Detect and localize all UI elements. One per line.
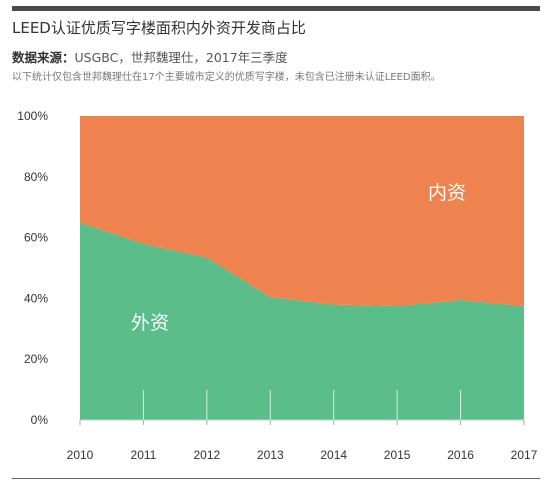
x-tick-label: 2013 [257, 448, 284, 462]
x-tick-label: 2017 [511, 448, 538, 462]
area-layer [80, 116, 524, 420]
x-tick-labels: 2010 2011 2012 2013 2014 2015 2016 2017 [67, 448, 538, 462]
series-labels: 外资 内资 [131, 182, 466, 334]
bottom-rule [12, 478, 540, 479]
x-tick-label: 2016 [447, 448, 474, 462]
source-label: 数据来源： [12, 50, 75, 65]
y-tick-label: 0% [31, 413, 49, 427]
series-label-1: 内资 [428, 182, 466, 204]
chart-note: 以下统计仅包含世邦魏理仕在17个主要城市定义的优质写字楼，未包含已注册未认证LE… [12, 72, 441, 83]
y-tick-label: 60% [24, 231, 48, 245]
area-series-0 [80, 222, 524, 420]
data-source: 数据来源：USGBC，世邦魏理仕，2017年三季度 [12, 47, 288, 66]
area-series-1 [80, 116, 524, 306]
x-tick-label: 2010 [67, 448, 94, 462]
chart-title: LEED认证优质写字楼面积内外资开发商占比 [12, 19, 306, 37]
series-label-0: 外资 [131, 312, 169, 334]
top-rule [12, 6, 540, 11]
x-tick-label: 2014 [320, 448, 347, 462]
y-tick-label: 80% [24, 170, 48, 184]
x-tick-label: 2011 [131, 448, 157, 462]
y-tick-label: 100% [17, 109, 48, 123]
source-text: USGBC，世邦魏理仕，2017年三季度 [74, 50, 288, 65]
y-tick-label: 40% [24, 291, 48, 305]
year-dividers [142, 390, 462, 420]
x-tick-label: 2015 [384, 448, 411, 462]
y-tick-labels: 0% 20% 40% 60% 80% 100% [17, 109, 48, 427]
axis-layer [79, 419, 525, 425]
y-tick-label: 20% [24, 352, 48, 366]
x-tick-label: 2012 [194, 448, 221, 462]
